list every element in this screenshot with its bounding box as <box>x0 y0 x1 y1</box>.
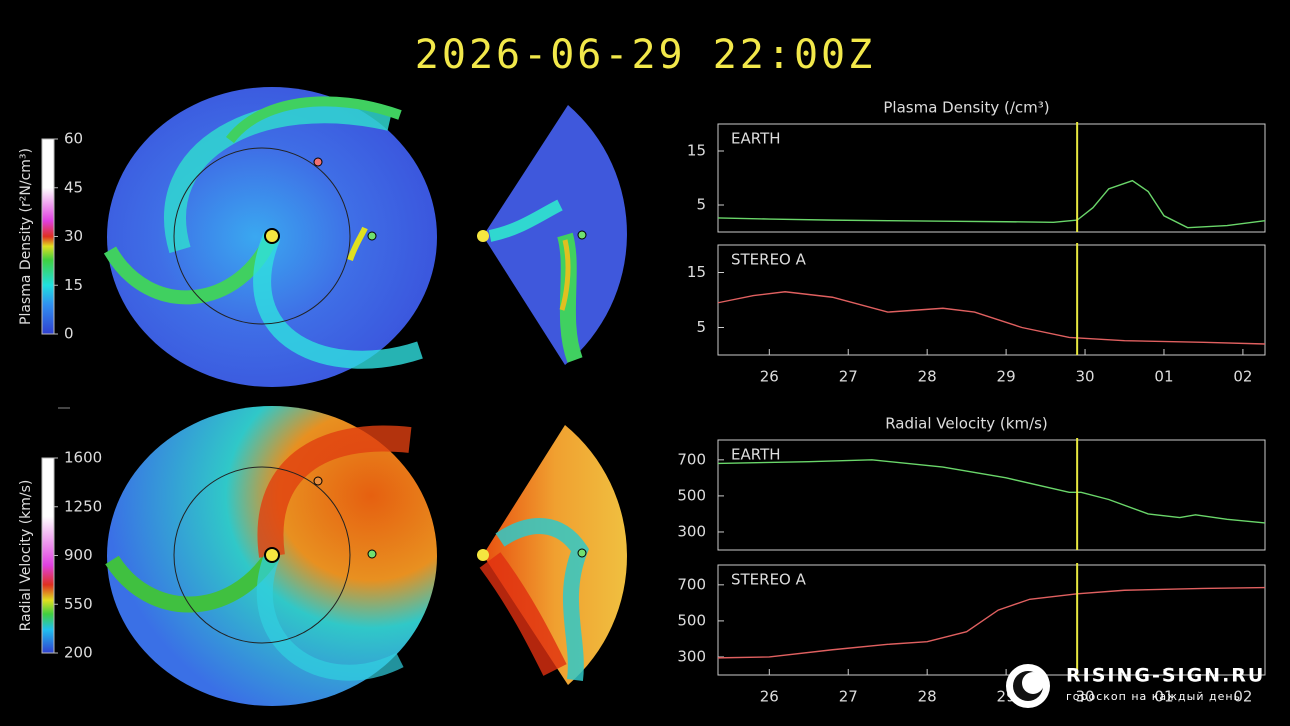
y-tick-label: 15 <box>687 142 706 160</box>
y-tick-label: 700 <box>677 450 706 468</box>
x-tick-label: 26 <box>760 368 779 386</box>
colorbar-tick-label: 30 <box>64 227 83 245</box>
x-tick-label: 01 <box>1154 688 1173 706</box>
y-tick-label: 500 <box>677 486 706 504</box>
colorbar-label: Radial Velocity (km/s) <box>18 480 34 632</box>
x-tick-label: 27 <box>839 368 858 386</box>
x-tick-label: 02 <box>1233 688 1252 706</box>
series-line <box>717 459 1266 524</box>
series-line <box>717 291 1266 345</box>
x-tick-label: 26 <box>760 688 779 706</box>
density-wedge <box>477 105 627 365</box>
brand: RISING-SIGN.RU <box>1066 665 1265 687</box>
colorbar-tick-label: 15 <box>64 276 83 294</box>
x-tick-label: 30 <box>1075 368 1094 386</box>
y-tick-label: 300 <box>677 522 706 540</box>
chart-title: Radial Velocity (km/s) <box>885 415 1048 433</box>
colorbar <box>41 138 55 335</box>
watermark: RISING-SIGN.RU гороскоп на каждый день <box>1006 664 1265 708</box>
series-line <box>717 179 1266 229</box>
tagline: гороскоп на каждый день <box>1066 690 1241 703</box>
y-tick-label: 5 <box>696 318 706 336</box>
y-tick-label: 5 <box>696 196 706 214</box>
velocity-disc <box>105 406 437 706</box>
colorbar-tick-label: 1600 <box>64 449 102 467</box>
x-tick-label: 28 <box>918 368 937 386</box>
colorbar-tick-label: 900 <box>64 546 93 564</box>
y-tick-label: 700 <box>677 575 706 593</box>
panel-label: STEREO A <box>731 251 807 269</box>
panel-label: STEREO A <box>731 571 807 589</box>
colorbar-tick-label: 200 <box>64 644 93 662</box>
colorbar-tick-label: 1250 <box>64 497 102 515</box>
plot-frame <box>717 439 1266 551</box>
x-tick-label: 27 <box>839 688 858 706</box>
x-tick-label: 28 <box>918 688 937 706</box>
x-tick-label: 02 <box>1233 368 1252 386</box>
plot-frame <box>717 244 1266 356</box>
x-tick-label: 30 <box>1075 688 1094 706</box>
colorbar-label: Plasma Density (r²N/cm³) <box>18 148 34 325</box>
plot-frame <box>717 564 1266 676</box>
timestamp: 2026-06-29 22:00Z <box>415 32 875 78</box>
x-tick-label: 01 <box>1154 368 1173 386</box>
density-disc <box>103 87 437 387</box>
y-tick-label: 500 <box>677 611 706 629</box>
panel-label: EARTH <box>731 130 781 148</box>
colorbar-tick-label: 0 <box>64 325 74 343</box>
panel-label: EARTH <box>731 446 781 464</box>
colorbar <box>41 457 55 654</box>
y-tick-label: 300 <box>677 647 706 665</box>
y-tick-label: 15 <box>687 263 706 281</box>
series-line <box>717 586 1266 659</box>
colorbar-tick-label: 60 <box>64 130 83 148</box>
colorbar-tick-label: 550 <box>64 595 93 613</box>
chart-title: Plasma Density (/cm³) <box>883 99 1049 117</box>
colorbar-tick-label: 45 <box>64 178 83 196</box>
velocity-wedge <box>477 425 627 685</box>
plot-frame <box>717 123 1266 233</box>
x-tick-label: 29 <box>997 368 1016 386</box>
